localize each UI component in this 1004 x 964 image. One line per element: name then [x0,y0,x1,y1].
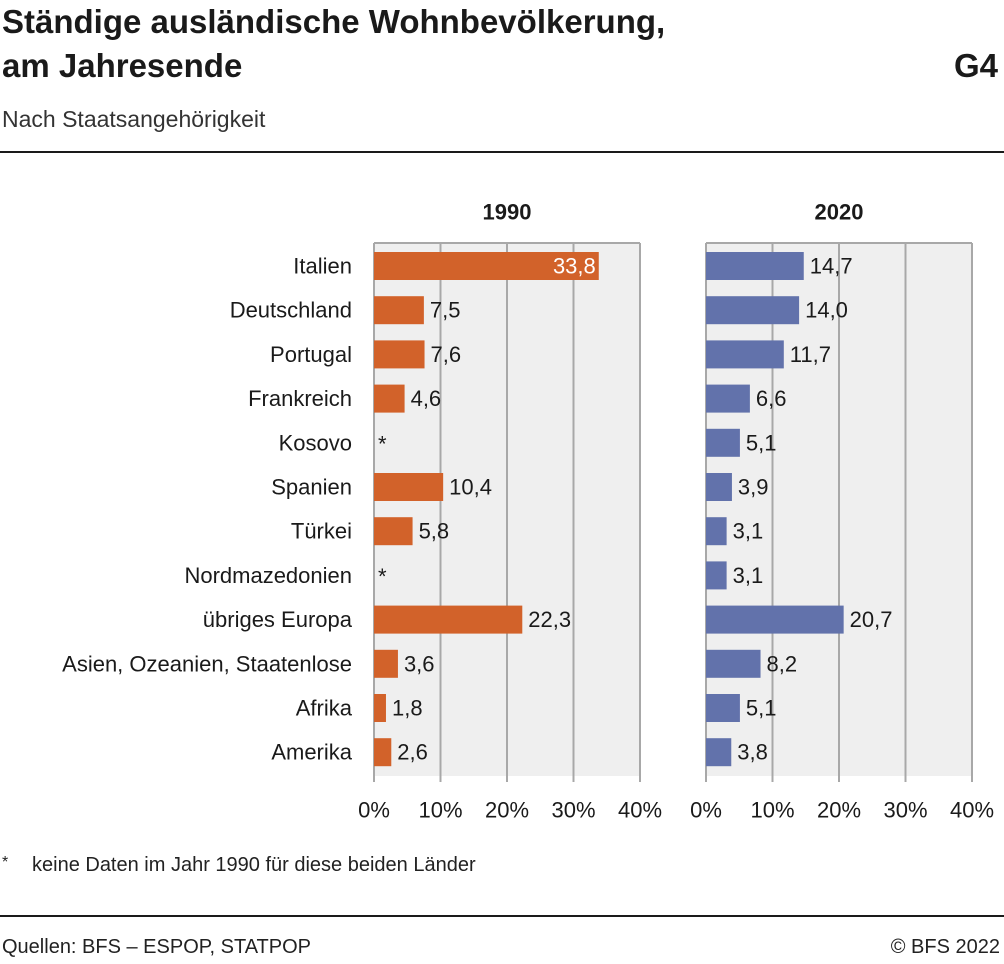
data-label: 33,8 [553,254,596,279]
bar [374,340,425,369]
category-label: Deutschland [230,298,352,323]
category-label: übriges Europa [203,607,353,632]
chart-code: G4 [953,47,998,84]
bar [706,296,800,325]
bar [706,517,727,546]
x-tick-label: 30% [551,798,595,823]
bar [706,561,727,590]
footnote: * keine Daten im Jahr 1990 für diese beid… [2,854,476,877]
category-label: Portugal [270,342,352,367]
category-label: Afrika [296,696,353,721]
data-label: 3,1 [733,519,764,544]
data-label: 3,6 [404,651,435,676]
title-line-1: Ständige ausländische Wohnbevölkerung, [2,3,666,40]
data-label: 4,6 [411,386,442,411]
panel-title: 1990 [483,200,532,225]
bar [374,649,398,678]
bar [374,384,405,413]
data-label: 5,1 [746,696,777,721]
data-label: 5,1 [746,430,777,455]
x-tick-label: 40% [618,798,662,823]
data-label: 11,7 [790,342,831,367]
bar [706,340,784,369]
footnote-text: keine Daten im Jahr 1990 für diese beide… [32,854,476,876]
bar [706,252,804,280]
title-line-2: am Jahresende [2,47,243,84]
bar [706,649,761,678]
top-rule [0,151,1004,153]
data-label: 2,6 [397,740,428,765]
category-label: Nordmazedonien [184,563,352,588]
category-label: Italien [293,254,352,279]
bar-chart: Italien Deutschland Portugal Frankreich Koso… [62,200,994,823]
x-tick-label: 40% [950,798,994,823]
bar [374,517,413,546]
chart-subtitle: Nach Staatsangehörigkeit [2,106,266,132]
data-label: 3,8 [737,740,768,765]
x-tick-label: 0% [690,798,722,823]
source-note: Quellen: BFS – ESPOP, STATPOP [2,936,312,958]
bar [706,738,732,767]
copyright: © BFS 2022 [890,936,1000,958]
bar [374,296,424,325]
x-tick-label: 20% [485,798,529,823]
missing-marker: * [378,564,387,589]
missing-marker: * [378,431,387,456]
chart-title: Ständige ausländische Wohnbevölkerung, a… [2,0,665,88]
category-label: Kosovo [279,430,352,455]
bar [706,694,740,722]
bar [374,738,392,767]
data-label: 22,3 [528,607,571,632]
bar [374,605,523,634]
bar [374,252,599,280]
data-label: 3,9 [738,475,769,500]
data-label: 7,6 [431,342,462,367]
x-tick-label: 30% [883,798,927,823]
category-label: Spanien [271,475,352,500]
bar [706,473,732,501]
bar [706,605,844,634]
data-label: 14,7 [810,254,853,279]
data-label: 14,0 [805,298,848,323]
data-label: 8,2 [767,651,798,676]
data-label: 3,1 [733,563,764,588]
data-label: 1,8 [392,696,423,721]
bottom-rule [0,915,1004,917]
category-label: Amerika [271,740,352,765]
data-label: 5,8 [419,519,450,544]
footnote-mark: * [2,854,9,871]
category-label: Frankreich [248,386,352,411]
x-tick-label: 20% [817,798,861,823]
category-label: Asien, Ozeanien, Staatenlose [62,651,352,676]
bar [706,384,750,413]
bar [374,473,444,501]
bar [374,694,386,722]
x-tick-label: 10% [418,798,462,823]
bar [706,428,740,457]
x-tick-label: 10% [750,798,794,823]
data-label: 6,6 [756,386,787,411]
data-label: 20,7 [850,607,893,632]
x-tick-label: 0% [358,798,390,823]
category-label: Türkei [291,519,352,544]
data-label: 10,4 [449,475,492,500]
panel-title: 2020 [815,200,864,225]
data-label: 7,5 [430,298,461,323]
